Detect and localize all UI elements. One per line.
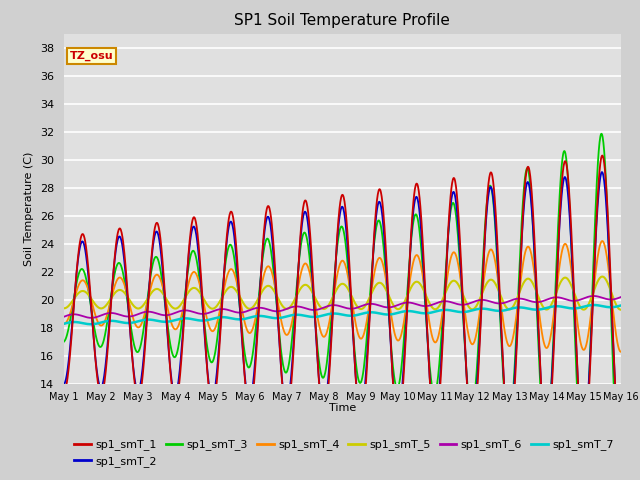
sp1_smT_2 (60, 381, 68, 387)
sp1_smT_1 (246, 407, 254, 412)
sp1_smT_4 (598, 238, 606, 244)
sp1_smT_2 (616, 433, 624, 439)
sp1_smT_3 (616, 472, 624, 478)
sp1_smT_5 (598, 274, 606, 279)
sp1_smT_1 (170, 398, 178, 404)
sp1_smT_4 (551, 304, 559, 310)
sp1_smT_7 (429, 309, 437, 315)
sp1_smT_1 (598, 153, 606, 158)
sp1_smT_2 (598, 169, 605, 175)
sp1_smT_2 (429, 408, 436, 414)
sp1_smT_4 (170, 326, 178, 332)
sp1_smT_4 (502, 333, 509, 338)
sp1_smT_6 (246, 307, 254, 312)
sp1_smT_3 (551, 306, 559, 312)
sp1_smT_7 (184, 316, 192, 322)
X-axis label: Time: Time (329, 403, 356, 413)
Line: sp1_smT_3: sp1_smT_3 (64, 134, 621, 475)
Line: sp1_smT_5: sp1_smT_5 (64, 276, 621, 310)
sp1_smT_7 (590, 302, 598, 308)
sp1_smT_3 (184, 268, 191, 274)
sp1_smT_6 (184, 308, 192, 313)
sp1_smT_7 (246, 314, 254, 320)
sp1_smT_3 (60, 339, 68, 345)
sp1_smT_2 (617, 433, 625, 439)
sp1_smT_3 (617, 470, 625, 476)
sp1_smT_4 (60, 321, 68, 326)
sp1_smT_2 (184, 262, 191, 268)
Title: SP1 Soil Temperature Profile: SP1 Soil Temperature Profile (234, 13, 451, 28)
sp1_smT_1 (617, 444, 625, 450)
Line: sp1_smT_1: sp1_smT_1 (64, 156, 621, 447)
sp1_smT_6 (551, 294, 559, 300)
sp1_smT_7 (60, 321, 68, 326)
sp1_smT_6 (590, 293, 598, 299)
sp1_smT_3 (246, 363, 254, 369)
Line: sp1_smT_2: sp1_smT_2 (64, 172, 621, 436)
sp1_smT_6 (429, 301, 437, 307)
sp1_smT_5 (502, 303, 509, 309)
sp1_smT_7 (87, 321, 95, 327)
sp1_smT_1 (184, 261, 191, 266)
Y-axis label: Soil Temperature (C): Soil Temperature (C) (24, 152, 35, 266)
sp1_smT_2 (170, 391, 178, 396)
sp1_smT_3 (598, 131, 605, 137)
sp1_smT_1 (60, 388, 68, 394)
sp1_smT_1 (502, 404, 509, 410)
sp1_smT_5 (551, 294, 559, 300)
sp1_smT_2 (551, 321, 559, 326)
sp1_smT_7 (617, 302, 625, 308)
sp1_smT_4 (429, 336, 436, 341)
sp1_smT_5 (429, 305, 436, 311)
sp1_smT_5 (246, 306, 254, 312)
sp1_smT_6 (60, 314, 68, 320)
sp1_smT_6 (171, 310, 179, 316)
sp1_smT_5 (617, 307, 625, 312)
Legend: sp1_smT_1, sp1_smT_2, sp1_smT_3, sp1_smT_4, sp1_smT_5, sp1_smT_6, sp1_smT_7: sp1_smT_1, sp1_smT_2, sp1_smT_3, sp1_smT… (70, 435, 618, 471)
sp1_smT_6 (617, 294, 625, 300)
sp1_smT_4 (617, 349, 625, 355)
sp1_smT_7 (502, 307, 509, 313)
sp1_smT_5 (184, 290, 191, 296)
Line: sp1_smT_6: sp1_smT_6 (64, 296, 621, 318)
sp1_smT_6 (87, 315, 95, 321)
sp1_smT_7 (551, 303, 559, 309)
sp1_smT_7 (171, 317, 179, 323)
sp1_smT_2 (246, 397, 254, 403)
Line: sp1_smT_4: sp1_smT_4 (64, 241, 621, 352)
Text: TZ_osu: TZ_osu (70, 51, 113, 61)
sp1_smT_6 (502, 300, 509, 305)
Line: sp1_smT_7: sp1_smT_7 (64, 305, 621, 324)
sp1_smT_3 (502, 405, 509, 411)
sp1_smT_4 (246, 330, 254, 336)
sp1_smT_1 (551, 327, 559, 333)
sp1_smT_3 (170, 354, 178, 360)
sp1_smT_1 (429, 415, 436, 420)
sp1_smT_5 (60, 305, 68, 311)
sp1_smT_3 (429, 387, 436, 393)
sp1_smT_4 (184, 284, 191, 289)
sp1_smT_5 (170, 306, 178, 312)
sp1_smT_2 (502, 400, 509, 406)
